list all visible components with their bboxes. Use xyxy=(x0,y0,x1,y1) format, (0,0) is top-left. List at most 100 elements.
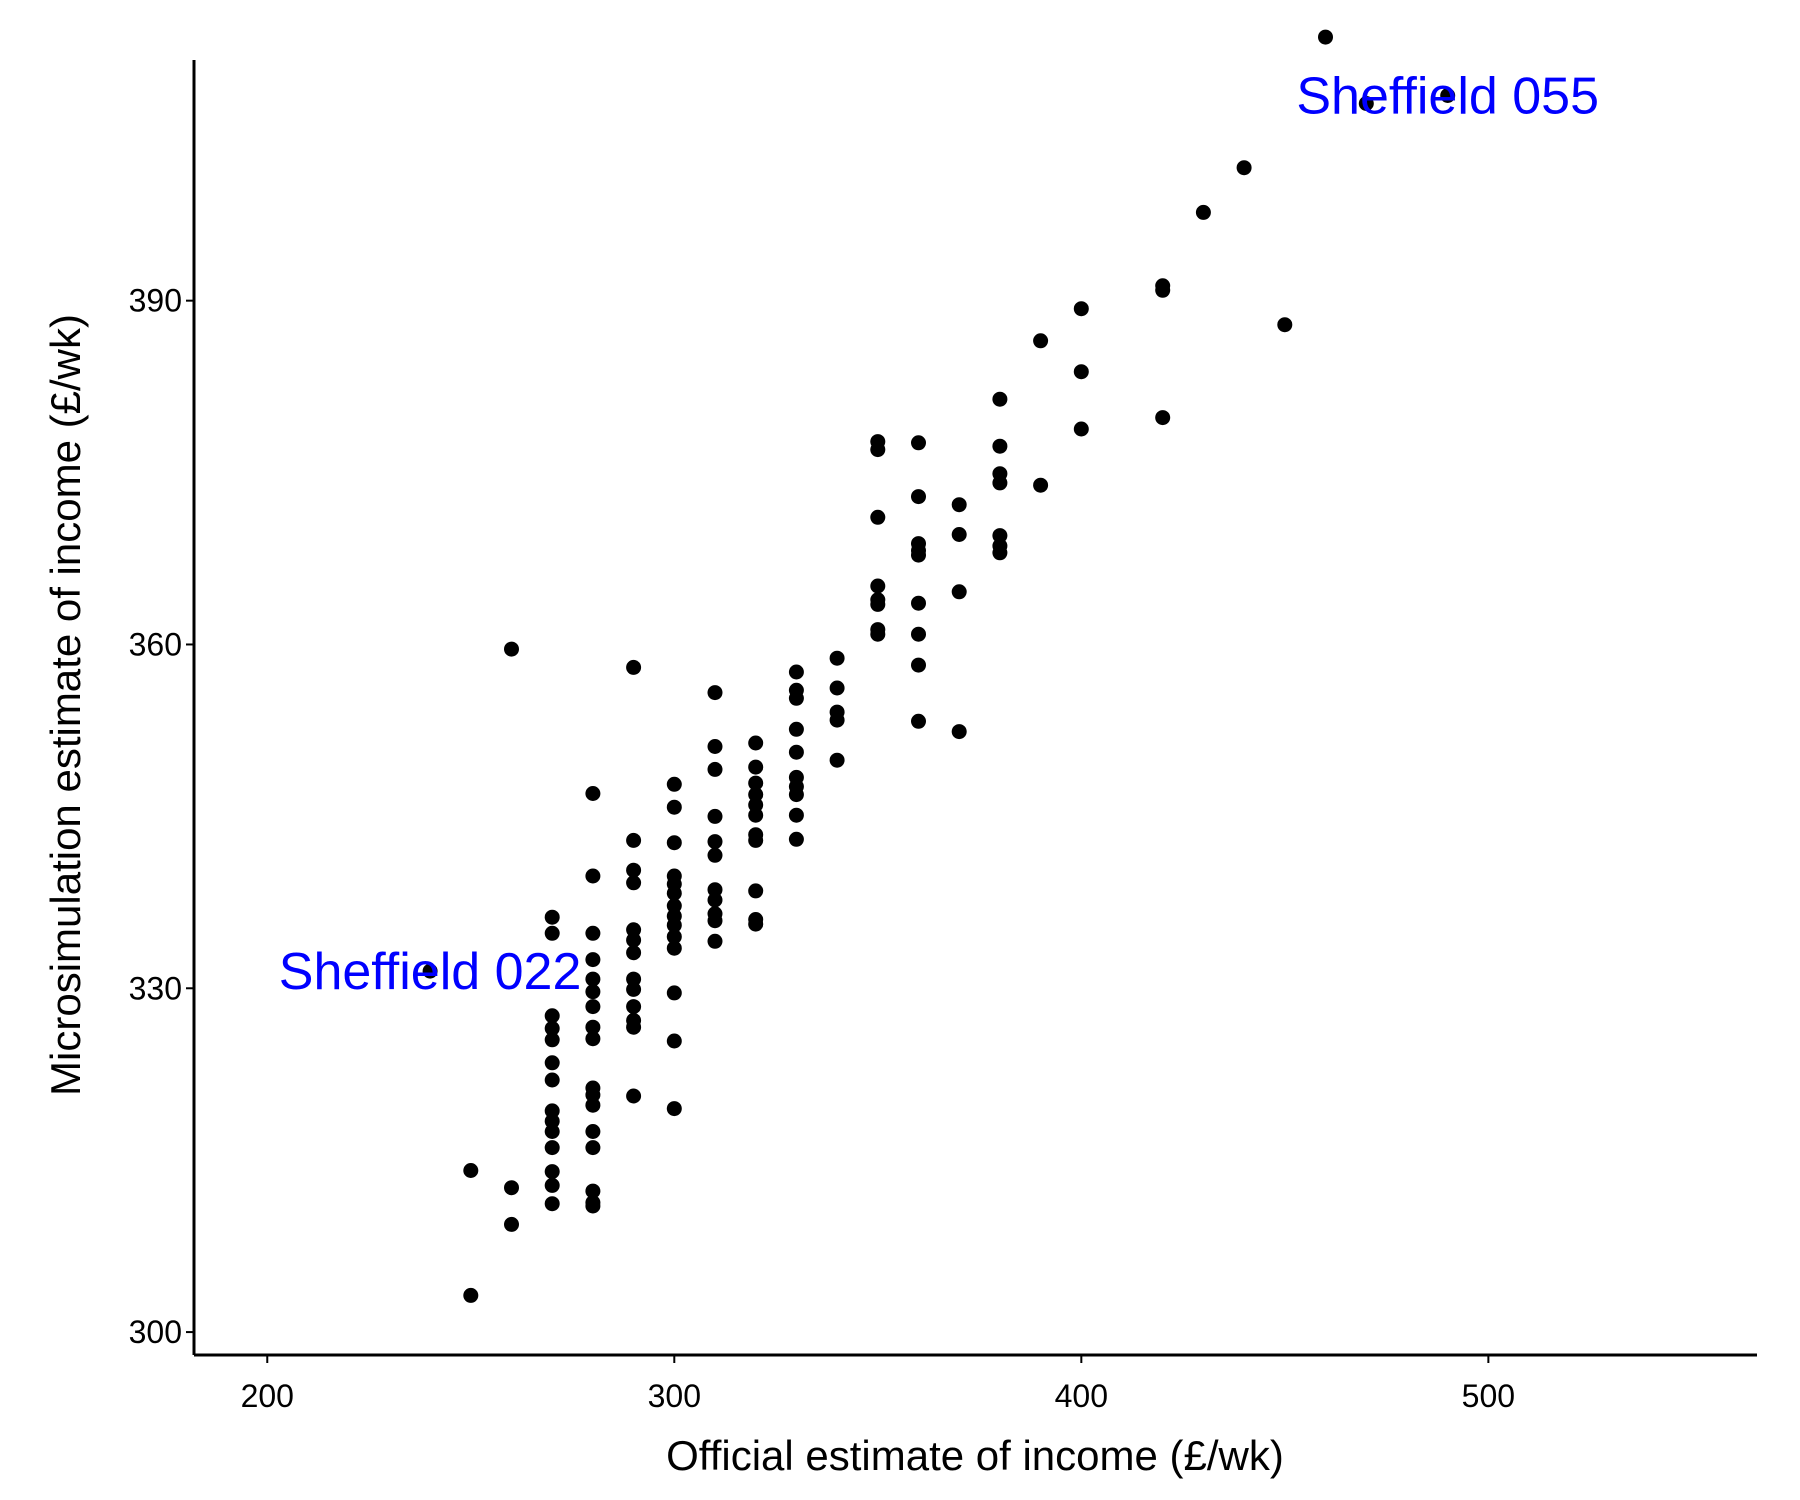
data-point xyxy=(626,999,642,1015)
data-point xyxy=(707,847,723,863)
data-point xyxy=(707,913,723,929)
data-point xyxy=(585,786,601,801)
data-point xyxy=(788,664,804,680)
data-point xyxy=(748,807,764,823)
data-point xyxy=(911,626,926,642)
data-point xyxy=(870,596,886,612)
data-point xyxy=(1318,29,1333,45)
data-point xyxy=(707,808,723,824)
data-point xyxy=(544,1032,560,1048)
data-point xyxy=(788,787,804,803)
data-point xyxy=(707,892,723,908)
data-point xyxy=(544,925,560,941)
data-point xyxy=(544,1055,560,1071)
data-point xyxy=(829,712,845,728)
data-point xyxy=(788,744,804,760)
data-point xyxy=(626,862,642,878)
data-point xyxy=(829,752,845,768)
data-point xyxy=(1073,364,1089,380)
data-point xyxy=(585,1031,601,1047)
data-point xyxy=(626,922,642,938)
y-axis-ticks: 300 330 360 390 xyxy=(129,283,194,1350)
data-point xyxy=(504,1216,519,1232)
data-point xyxy=(626,945,642,961)
data-point xyxy=(992,528,1008,544)
data-point xyxy=(585,1019,601,1035)
data-point xyxy=(504,641,519,657)
annotation-label: Sheffield 055 xyxy=(1296,68,1599,126)
x-tick-label: 300 xyxy=(648,1378,701,1414)
data-point xyxy=(666,917,682,933)
data-point xyxy=(911,595,926,611)
data-point xyxy=(707,882,723,898)
data-point xyxy=(992,475,1008,491)
data-point xyxy=(707,933,723,949)
data-point xyxy=(666,776,682,792)
data-point xyxy=(666,898,682,914)
data-point xyxy=(626,659,642,675)
data-point xyxy=(585,952,601,968)
data-point xyxy=(585,1124,601,1139)
annotations: Sheffield 022 Sheffield 055 xyxy=(279,68,1599,1002)
y-tick-label: 300 xyxy=(129,1314,182,1350)
data-point xyxy=(585,1198,601,1214)
data-point xyxy=(544,1113,560,1129)
data-point xyxy=(666,1033,682,1049)
data-point xyxy=(666,835,682,851)
data-point xyxy=(1195,204,1211,220)
data-point xyxy=(788,721,804,737)
data-point xyxy=(544,1164,560,1180)
data-point xyxy=(544,1072,560,1088)
data-point xyxy=(544,1008,560,1024)
data-point xyxy=(585,1097,601,1113)
data-point xyxy=(1155,410,1171,426)
data-point xyxy=(626,832,642,848)
x-tick-label: 500 xyxy=(1462,1378,1515,1414)
data-point xyxy=(707,761,723,777)
data-point xyxy=(666,985,682,1001)
data-points xyxy=(422,29,1456,1303)
data-point xyxy=(1073,301,1089,317)
data-point xyxy=(829,650,845,666)
x-axis-title: Official estimate of income (£/wk) xyxy=(666,1432,1284,1479)
data-point xyxy=(1236,160,1252,176)
data-point xyxy=(544,909,560,925)
data-point xyxy=(1358,96,1374,111)
data-point xyxy=(992,438,1008,454)
y-axis-title: Microsimulation estimate of income (£/wk… xyxy=(42,314,89,1096)
data-point xyxy=(748,797,764,813)
data-point xyxy=(1440,88,1456,103)
data-point xyxy=(911,547,926,563)
data-point xyxy=(666,929,682,945)
data-point xyxy=(748,759,764,775)
x-tick-label: 200 xyxy=(241,1378,294,1414)
annotation-label: Sheffield 022 xyxy=(279,943,582,1001)
data-point xyxy=(788,831,804,847)
data-point xyxy=(748,775,764,791)
data-point xyxy=(422,963,438,979)
data-point xyxy=(707,685,723,701)
data-point xyxy=(585,1183,601,1199)
data-point xyxy=(870,509,886,525)
data-point xyxy=(1033,477,1049,493)
data-point xyxy=(544,1103,560,1119)
data-point xyxy=(626,981,642,997)
data-point xyxy=(626,875,642,891)
data-point xyxy=(748,832,764,848)
data-point xyxy=(463,1163,479,1178)
data-point xyxy=(504,1180,519,1196)
data-point xyxy=(788,690,804,706)
data-point xyxy=(1277,317,1293,333)
data-point xyxy=(626,1088,642,1104)
data-point xyxy=(951,527,967,542)
data-point xyxy=(748,735,764,751)
data-point xyxy=(707,739,723,754)
data-point xyxy=(544,1140,560,1156)
data-point xyxy=(788,807,804,823)
data-point xyxy=(829,680,845,696)
data-point xyxy=(544,1124,560,1139)
data-point xyxy=(585,999,601,1015)
data-point xyxy=(666,799,682,815)
data-point xyxy=(951,497,967,513)
